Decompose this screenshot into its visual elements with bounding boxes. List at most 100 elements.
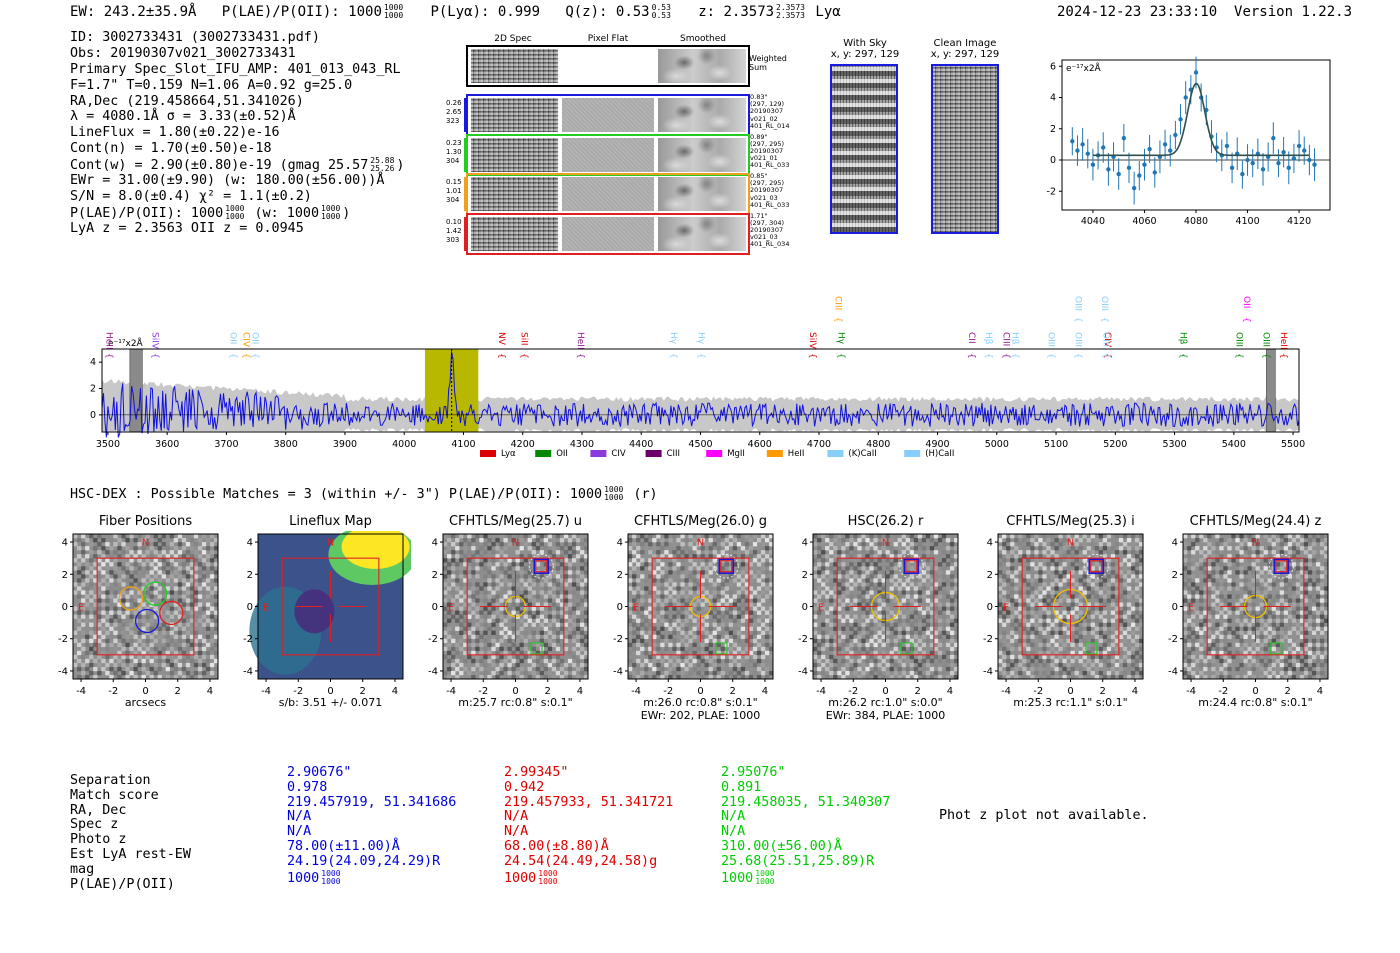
- pixel: [1283, 562, 1289, 567]
- pixel: [732, 546, 738, 551]
- pixel: [113, 534, 118, 539]
- pixel: [1267, 570, 1272, 575]
- pixel: [893, 534, 898, 539]
- pixel: [451, 630, 456, 635]
- pixel: [579, 598, 585, 603]
- pixel: [471, 650, 476, 656]
- pixel: [1191, 598, 1196, 603]
- pixel: [495, 634, 500, 640]
- weighted-sum-label: Weighted Sum: [749, 54, 787, 72]
- pixel: [575, 642, 581, 648]
- pixel: [1066, 590, 1071, 595]
- pixel: [113, 582, 118, 587]
- table-cell: 0.891: [721, 779, 762, 795]
- pixel: [77, 658, 82, 664]
- pixel: [1219, 602, 1224, 607]
- pixel: [760, 574, 766, 579]
- pixel: [833, 674, 838, 680]
- pixel: [736, 606, 742, 611]
- pixel: [1014, 546, 1019, 551]
- pixel: [1291, 650, 1297, 656]
- pixel: [463, 538, 468, 543]
- pixel: [575, 658, 581, 664]
- pixel: [1283, 658, 1289, 664]
- pixel: [1199, 622, 1204, 627]
- pixel: [555, 638, 561, 644]
- pixel: [447, 666, 452, 672]
- pixel: [185, 590, 191, 595]
- pixel: [487, 666, 492, 672]
- pixel: [1130, 622, 1136, 627]
- pixel: [141, 586, 146, 591]
- pixel: [760, 534, 766, 539]
- pixel: [833, 658, 838, 664]
- pixel: [487, 642, 492, 648]
- pixel: [73, 590, 78, 595]
- pixel: [1070, 594, 1075, 599]
- pixel: [181, 610, 187, 615]
- spectrum-line-name: OIII: [1234, 332, 1244, 347]
- pixel: [857, 666, 862, 672]
- spectrum-line-name: HeII: [1278, 332, 1288, 350]
- pixel: [1074, 566, 1079, 571]
- pixel: [1134, 546, 1140, 551]
- pixel: [716, 674, 721, 680]
- catalog-aperture: [898, 553, 924, 579]
- pixel: [503, 642, 508, 648]
- pixel: [680, 662, 685, 668]
- pixel: [455, 546, 460, 551]
- pixel: [1323, 634, 1329, 640]
- pixel: [1130, 606, 1136, 611]
- spectrum-line-id: SiII{: [519, 332, 529, 359]
- pixel: [1271, 654, 1276, 660]
- pixel: [1070, 546, 1075, 551]
- pixel: [1022, 602, 1027, 607]
- pixel: [708, 578, 713, 583]
- cutout-smooth: [658, 98, 746, 132]
- pixel: [471, 634, 476, 640]
- pixel: [841, 610, 846, 615]
- match-column-2: 2.99345" 0.942 219.457933, 51.341721 N/A N/A…: [504, 765, 673, 885]
- pixel: [1299, 666, 1305, 672]
- pixel: [1010, 542, 1015, 547]
- pixel: [760, 542, 766, 547]
- pixel: [1118, 602, 1124, 607]
- pixel: [692, 594, 697, 599]
- pixel: [752, 622, 758, 627]
- pixel: [73, 662, 78, 668]
- pixel: [1074, 582, 1079, 587]
- pixel: [527, 658, 532, 664]
- pixel: [93, 578, 98, 583]
- cutout-meta-line: v021_03: [750, 233, 778, 242]
- header-plae-hi: 1000: [383, 3, 404, 12]
- pixel: [547, 614, 553, 619]
- pixel: [676, 634, 681, 640]
- pixel: [495, 650, 500, 656]
- pixel: [656, 614, 661, 619]
- pixel: [1038, 538, 1043, 543]
- pixel: [1022, 546, 1027, 551]
- imaging-xtick-label: 2: [360, 686, 366, 697]
- spectrum-line-bracket: {: [575, 353, 585, 359]
- pixel: [149, 610, 154, 615]
- pixel: [712, 534, 717, 539]
- pixel: [833, 626, 838, 631]
- pixel: [648, 670, 653, 676]
- pixel: [455, 634, 460, 640]
- pixel: [632, 606, 637, 611]
- pixel: [1231, 630, 1236, 635]
- pixel: [945, 546, 951, 551]
- pixel: [644, 578, 649, 583]
- info-cont-n: Cont(n) = 1.70(±0.50)e-18: [70, 141, 272, 157]
- pixel: [640, 542, 645, 547]
- pixel: [567, 554, 573, 559]
- pixel: [109, 626, 114, 631]
- pixel: [121, 654, 126, 660]
- spectrum-line-id: HeII{: [104, 332, 114, 359]
- pixel: [909, 654, 914, 660]
- pixel: [1086, 650, 1091, 656]
- pixel: [817, 562, 822, 567]
- pixel: [1275, 546, 1280, 551]
- zoom-data-point: [1312, 162, 1317, 167]
- pixel: [716, 610, 721, 615]
